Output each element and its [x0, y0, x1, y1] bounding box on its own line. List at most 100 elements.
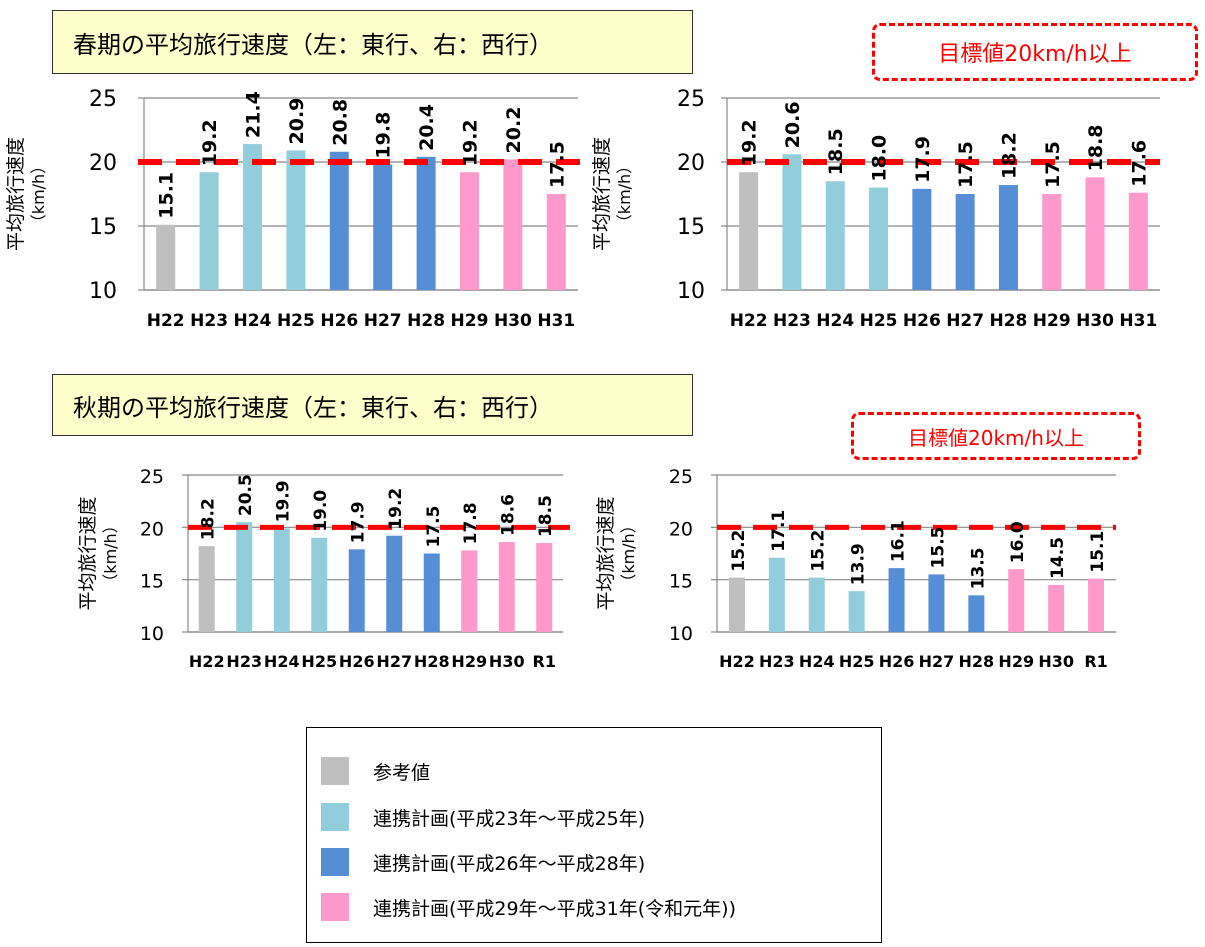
category-label: H24: [264, 652, 300, 671]
category-label: H26: [320, 311, 358, 331]
y-axis-label: （km/h）: [101, 517, 120, 589]
legend-label: 参考値: [373, 761, 431, 784]
category-label: H31: [1119, 311, 1157, 331]
y-axis-label: （km/h）: [619, 517, 638, 589]
bar-H25: [286, 150, 306, 290]
bar-H28: [416, 156, 436, 290]
data-label: 19.2: [460, 119, 482, 166]
data-label: 19.0: [311, 490, 331, 532]
bar-H25: [311, 537, 328, 632]
data-label: 17.5: [424, 506, 444, 548]
bar-H24: [825, 181, 845, 290]
spring-target-badge: 目標値20km/h以上: [872, 23, 1198, 81]
data-label: 19.9: [274, 480, 294, 522]
legend-swatch: [321, 757, 349, 785]
bar-H29: [460, 172, 479, 290]
legend-item-plan3: 連携計画(平成29年～平成31年(令和元年)): [321, 893, 736, 921]
bar-H31: [546, 194, 566, 290]
category-label: R1: [1084, 652, 1107, 671]
category-label: H25: [839, 652, 875, 671]
spring-title-text: 春期の平均旅行速度（左：東行、右：西行）: [73, 30, 553, 59]
legend-label: 連携計画(平成23年～平成25年): [373, 807, 646, 830]
data-label: 18.8: [1085, 124, 1107, 171]
category-label: H30: [1038, 652, 1074, 671]
data-label: 17.9: [349, 501, 369, 543]
bar-H29: [1042, 194, 1062, 290]
category-label: H28: [990, 311, 1028, 331]
bar-H31: [1128, 192, 1148, 290]
data-label: 13.9: [849, 543, 869, 585]
data-label: 17.5: [1042, 141, 1064, 188]
legend-item-reference: 参考値: [321, 757, 430, 785]
category-label: H23: [759, 652, 795, 671]
bar-H27: [386, 535, 403, 632]
bar-H26: [329, 151, 349, 290]
data-label: 14.5: [1048, 537, 1068, 579]
category-label: H29: [451, 311, 489, 331]
spring-target-text: 目標値20km/h以上: [938, 42, 1132, 67]
data-label: 17.8: [461, 502, 481, 544]
y-tick-label: 15: [669, 571, 693, 593]
y-tick-label: 15: [140, 571, 164, 593]
category-label: H25: [860, 311, 898, 331]
data-label: 18.2: [199, 498, 219, 540]
data-label: 16.0: [1008, 521, 1028, 563]
bar-H22: [198, 546, 215, 632]
bar-H30: [498, 541, 515, 632]
bar-H30: [1085, 177, 1105, 290]
data-label: 17.9: [912, 136, 934, 183]
category-label: H28: [407, 311, 445, 331]
data-label: 15.2: [809, 530, 829, 572]
autumn-title: 秋期の平均旅行速度（左：東行、右：西行）: [52, 374, 693, 436]
bar-H24: [273, 528, 290, 632]
data-label: 15.1: [156, 172, 178, 219]
y-axis-label: 平均旅行速度: [591, 137, 613, 251]
category-label: H29: [451, 652, 487, 671]
spring-title: 春期の平均旅行速度（左：東行、右：西行）: [52, 10, 693, 74]
data-label: 20.2: [503, 107, 525, 154]
data-label: 15.1: [1088, 531, 1108, 573]
data-label: 18.6: [499, 494, 519, 536]
category-label: H29: [1033, 311, 1071, 331]
data-label: 20.8: [329, 99, 351, 146]
category-label: H26: [339, 652, 375, 671]
bar-H26: [912, 188, 932, 290]
bar-H22: [156, 224, 176, 290]
autumn-target-text: 目標値20km/h以上: [908, 425, 1084, 450]
y-tick-label: 25: [140, 466, 164, 488]
y-axis-label: （km/h）: [615, 158, 634, 230]
data-label: 15.5: [928, 526, 948, 568]
category-label: H23: [190, 311, 228, 331]
category-label: H23: [773, 311, 811, 331]
data-label: 19.2: [386, 488, 406, 530]
bar-H22: [739, 172, 759, 290]
category-label: H26: [903, 311, 941, 331]
bar-H22: [728, 577, 745, 632]
data-label: 20.6: [782, 101, 804, 148]
bar-H27: [955, 194, 975, 290]
legend-swatch: [321, 803, 349, 831]
category-label: H25: [277, 311, 315, 331]
category-label: H27: [376, 652, 412, 671]
bar-H30: [1048, 584, 1065, 632]
y-tick-label: 25: [669, 466, 693, 488]
y-tick-label: 10: [677, 279, 705, 304]
y-tick-label: 25: [677, 87, 705, 112]
data-label: 13.5: [968, 547, 988, 589]
data-label: 21.4: [243, 91, 265, 138]
data-label: 18.5: [536, 495, 556, 537]
bar-H24: [808, 577, 825, 632]
bar-H26: [348, 549, 365, 632]
legend-item-plan1: 連携計画(平成23年～平成25年): [321, 803, 645, 831]
category-label: H24: [799, 652, 835, 671]
autumn-target-badge: 目標値20km/h以上: [851, 412, 1141, 460]
bar-H27: [928, 574, 945, 632]
category-label: H22: [189, 652, 225, 671]
y-axis-label: （km/h）: [29, 158, 48, 230]
data-label: 18.0: [869, 135, 891, 182]
data-label: 15.2: [729, 530, 749, 572]
bar-H23: [782, 154, 802, 290]
category-label: H22: [719, 652, 755, 671]
data-label: 18.5: [825, 128, 847, 175]
category-label: H22: [730, 311, 768, 331]
